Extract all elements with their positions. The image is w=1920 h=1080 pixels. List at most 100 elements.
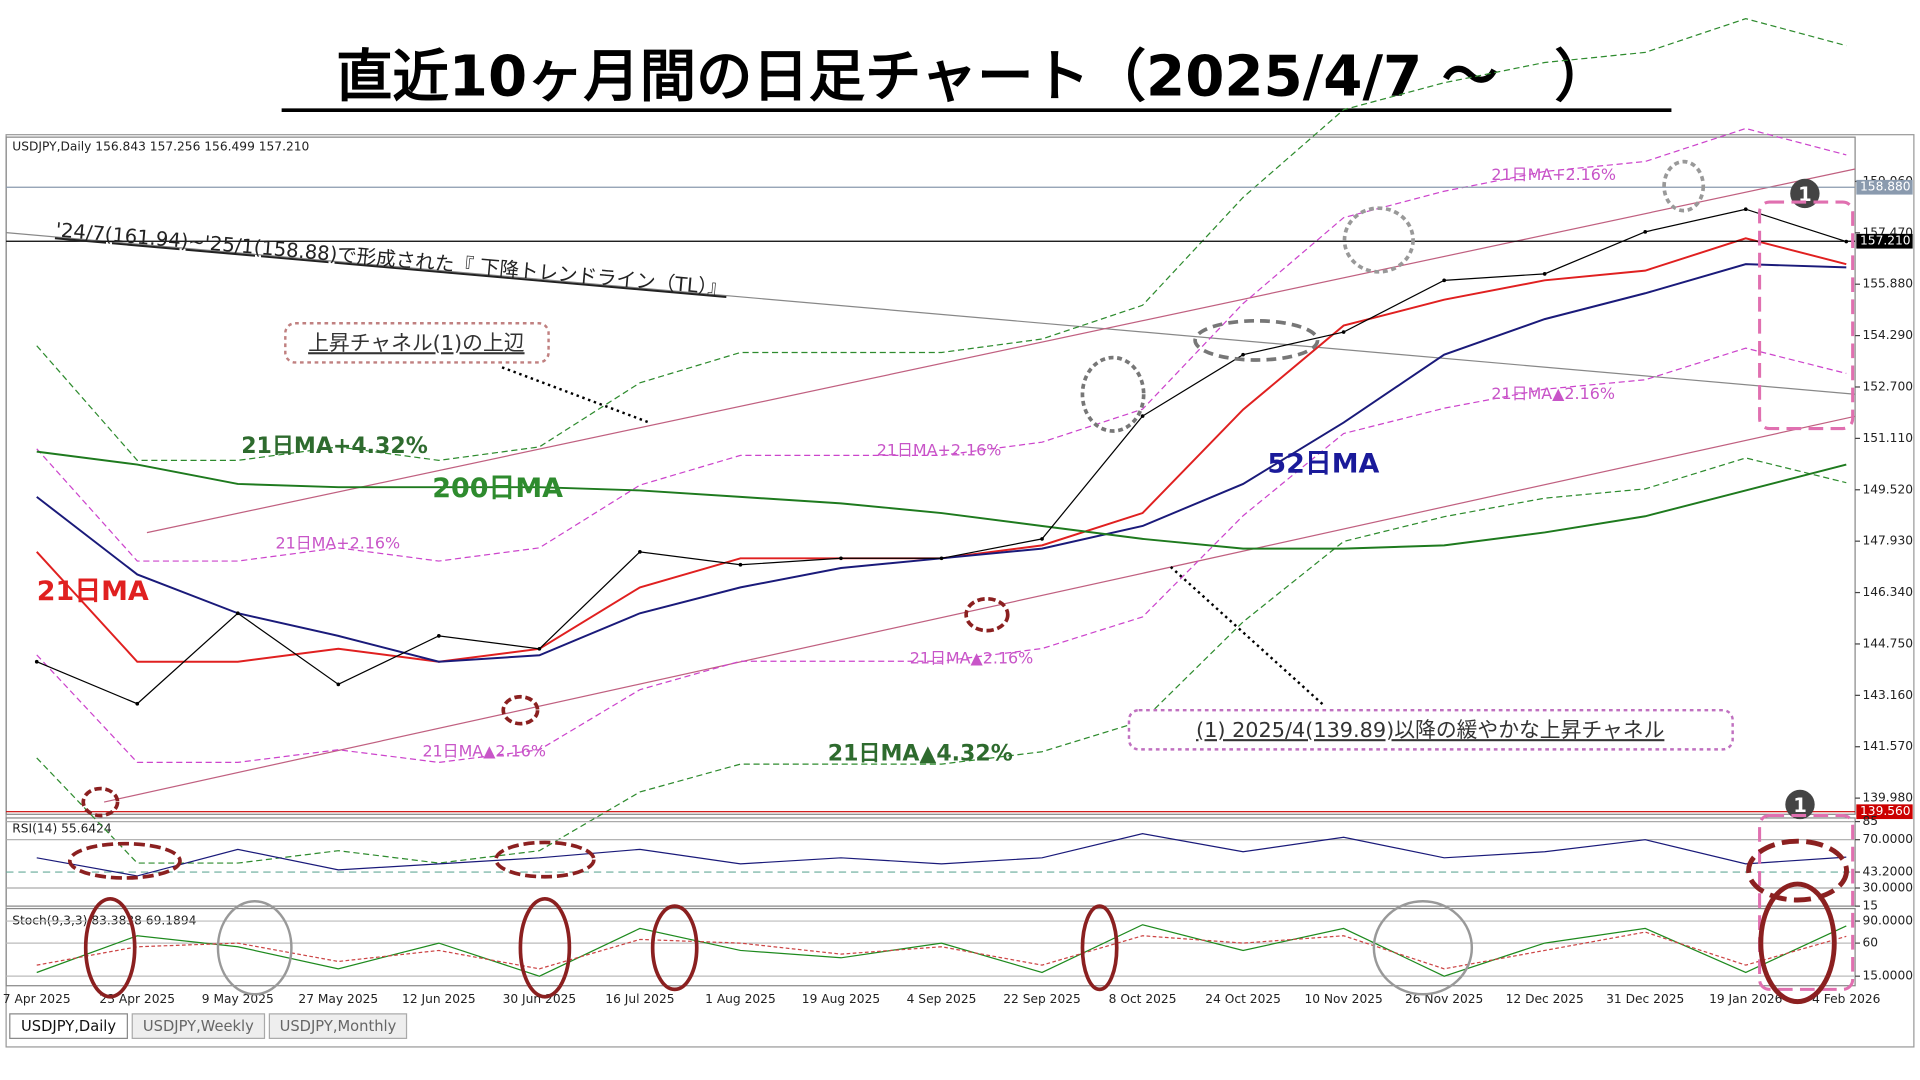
highlight <box>1193 318 1320 362</box>
x-tick-label: 30 Jun 2025 <box>503 992 577 1006</box>
y-tick-label: 154.290 <box>1862 328 1913 342</box>
y-tick-label: 139.980 <box>1862 791 1913 805</box>
y-tick-label: 143.160 <box>1862 688 1913 702</box>
rsi-line <box>36 833 1847 877</box>
series-label: 21日MA <box>37 576 149 607</box>
y-tick-label: 151.110 <box>1862 431 1913 445</box>
y-tick-label: 30.0000 <box>1862 881 1913 895</box>
x-tick-label: 12 Dec 2025 <box>1506 992 1584 1006</box>
y-tick-label: 85 <box>1862 814 1878 828</box>
highlight <box>1372 900 1474 996</box>
tab[interactable] <box>268 1013 408 1039</box>
page-title: 直近10ヶ月間の日足チャート（2025/4/7 ～ ） <box>336 45 1611 110</box>
x-tick-label: 8 Oct 2025 <box>1109 992 1177 1006</box>
highlight <box>216 900 293 996</box>
y-tick-label: 155.880 <box>1862 277 1913 291</box>
tab-label[interactable]: USDJPY,Monthly <box>280 1018 397 1035</box>
price-point <box>235 611 240 616</box>
y-tick-label: 152.700 <box>1862 379 1913 393</box>
x-tick-label: 10 Nov 2025 <box>1304 992 1382 1006</box>
highlight <box>964 596 1010 633</box>
series-label: 52日MA <box>1267 449 1379 480</box>
price-point <box>1442 278 1446 283</box>
price-point <box>135 701 140 706</box>
annotation: 上昇チャネル(1)の上辺 <box>308 331 525 355</box>
price-point <box>1241 352 1245 357</box>
price-point <box>1140 414 1145 418</box>
badge <box>1785 789 1815 820</box>
arrow <box>1168 564 1324 705</box>
price-marker-label: 157.210 <box>1860 234 1911 248</box>
highlight <box>1080 355 1146 433</box>
price-point <box>1040 537 1044 541</box>
price-point <box>738 562 743 567</box>
price-marker <box>1856 804 1913 820</box>
tab[interactable] <box>9 1013 128 1039</box>
y-tick-label: 149.520 <box>1862 482 1913 496</box>
tab[interactable] <box>131 1013 266 1039</box>
highlight <box>1662 159 1706 213</box>
price-marker <box>1856 233 1913 249</box>
y-tick-label: 15 <box>1862 899 1878 913</box>
ma-line <box>36 450 1847 550</box>
price-point <box>1743 207 1748 212</box>
price-point <box>1341 330 1346 334</box>
envelope <box>36 347 1847 764</box>
y-tick-label: 144.750 <box>1862 636 1913 650</box>
rsi-header: RSI(14) 55.6424 <box>12 822 112 836</box>
badge-label: 1 <box>1793 794 1807 817</box>
channel-lower <box>103 415 1856 803</box>
price-point <box>839 556 843 561</box>
price-point <box>1643 230 1648 234</box>
x-tick-label: 27 May 2025 <box>298 992 378 1006</box>
envelope <box>36 18 1847 461</box>
highlight <box>501 694 540 726</box>
highlight <box>1080 904 1119 992</box>
x-tick-label: 1 Aug 2025 <box>705 992 776 1006</box>
price-point <box>939 556 944 561</box>
highlight <box>518 896 572 999</box>
price-point <box>437 634 441 638</box>
price-point <box>1542 272 1547 276</box>
x-tick-label: 24 Oct 2025 <box>1205 992 1281 1006</box>
x-tick-label: 4 Feb 2026 <box>1812 992 1881 1006</box>
annotation: 21日MA▲2.16% <box>422 742 546 761</box>
price-marker <box>1856 179 1913 195</box>
annotation: 21日MA▲2.16% <box>1491 384 1615 403</box>
highlight <box>1342 206 1415 274</box>
annotation: 21日MA+2.16% <box>1491 165 1616 184</box>
price-point <box>537 646 542 651</box>
price-marker-label: 158.880 <box>1860 180 1911 194</box>
annotation: 21日MA+2.16% <box>276 534 401 553</box>
annotation: 21日MA+4.32% <box>241 434 428 459</box>
highlight <box>81 786 120 818</box>
y-tick-label: 90.0000 <box>1862 914 1913 928</box>
stoch-signal <box>36 931 1847 970</box>
x-tick-label: 12 Jun 2025 <box>402 992 476 1006</box>
x-tick-label: 23 Apr 2025 <box>99 992 175 1006</box>
price-point <box>638 549 642 554</box>
price-point <box>34 659 39 664</box>
y-tick-label: 147.930 <box>1862 534 1913 548</box>
x-tick-label: 16 Jul 2025 <box>605 992 674 1006</box>
stoch-pane <box>5 907 1856 987</box>
annotation: (1) 2025/4(139.89)以降の緩やかな上昇チャネル <box>1196 718 1664 742</box>
highlight <box>1746 838 1849 903</box>
y-tick-label: 15.0000 <box>1862 969 1913 983</box>
price-point <box>336 682 341 687</box>
highlight <box>494 840 596 879</box>
tab-label[interactable]: USDJPY,Daily <box>21 1018 116 1035</box>
highlight <box>83 896 137 999</box>
tab-label[interactable]: USDJPY,Weekly <box>143 1018 254 1035</box>
main-pane <box>5 136 1856 815</box>
chart-header: USDJPY,Daily 156.843 157.256 156.499 157… <box>12 140 309 154</box>
annotation: 21日MA▲2.16% <box>910 649 1034 668</box>
x-tick-label: 31 Dec 2025 <box>1606 992 1684 1006</box>
annotation-box <box>284 322 550 364</box>
envelope <box>36 457 1847 864</box>
annotation-box <box>1127 708 1734 751</box>
arrow <box>501 366 650 424</box>
